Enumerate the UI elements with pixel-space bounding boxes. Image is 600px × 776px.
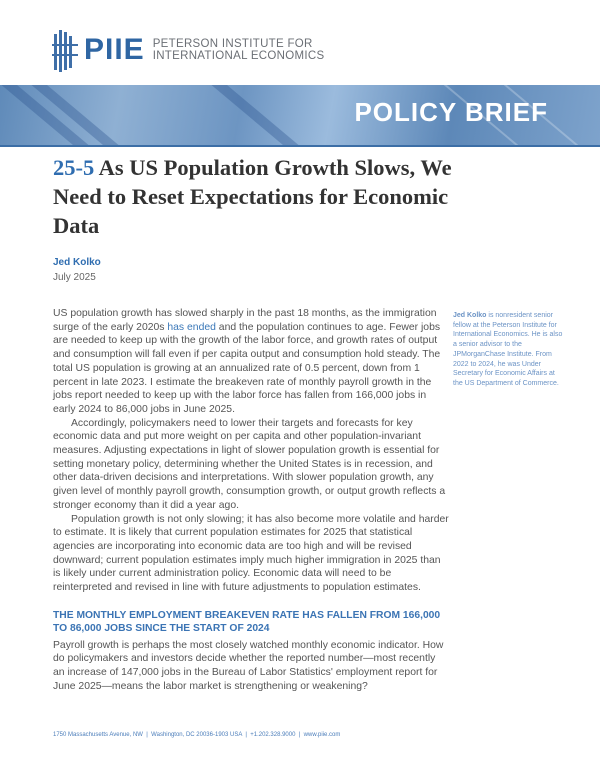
section-heading: THE MONTHLY EMPLOYMENT BREAKEVEN RATE HA… (53, 609, 441, 634)
text: US population growth has slowed sharply … (53, 308, 437, 333)
text: and the population continues to age. Few… (53, 321, 441, 415)
page-title: 25-5 As US Population Growth Slows, We N… (53, 153, 473, 240)
piie-logo: PIIE PETERSON INSTITUTE FOR INTERNATIONA… (52, 28, 324, 72)
author-bio: Jed Kolko is nonresident senior fellow a… (453, 311, 563, 389)
logo-name-line2: INTERNATIONAL ECONOMICS (152, 50, 325, 62)
footer-address: 1750 Massachusetts Avenue, NW | Washingt… (53, 732, 341, 738)
has-ended-link[interactable]: has ended (167, 321, 216, 333)
paragraph: US population growth has slowed sharply … (53, 307, 449, 417)
building-logo-icon (52, 28, 78, 72)
paragraph: Payroll growth is perhaps the most close… (53, 639, 444, 692)
banner: POLICY BRIEF (0, 85, 600, 147)
paragraph: Population growth is not only slowing; i… (53, 513, 449, 594)
title-text: As US Population Growth Slows, We Need t… (53, 155, 452, 238)
body-text: US population growth has slowed sharply … (53, 307, 449, 694)
bio-name: Jed Kolko (453, 312, 487, 319)
logo-name-line1: PETERSON INSTITUTE FOR (152, 38, 313, 50)
logo-acronym: PIIE (84, 33, 145, 66)
paragraph: Accordingly, policymakers need to lower … (53, 417, 446, 511)
date: July 2025 (53, 272, 96, 283)
logo-name: PETERSON INSTITUTE FOR INTERNATIONAL ECO… (153, 38, 325, 62)
banner-title: POLICY BRIEF (354, 97, 548, 127)
brief-number: 25-5 (53, 155, 95, 180)
bio-text: is nonresident senior fellow at the Pete… (453, 312, 563, 387)
author: Jed Kolko (53, 257, 101, 268)
